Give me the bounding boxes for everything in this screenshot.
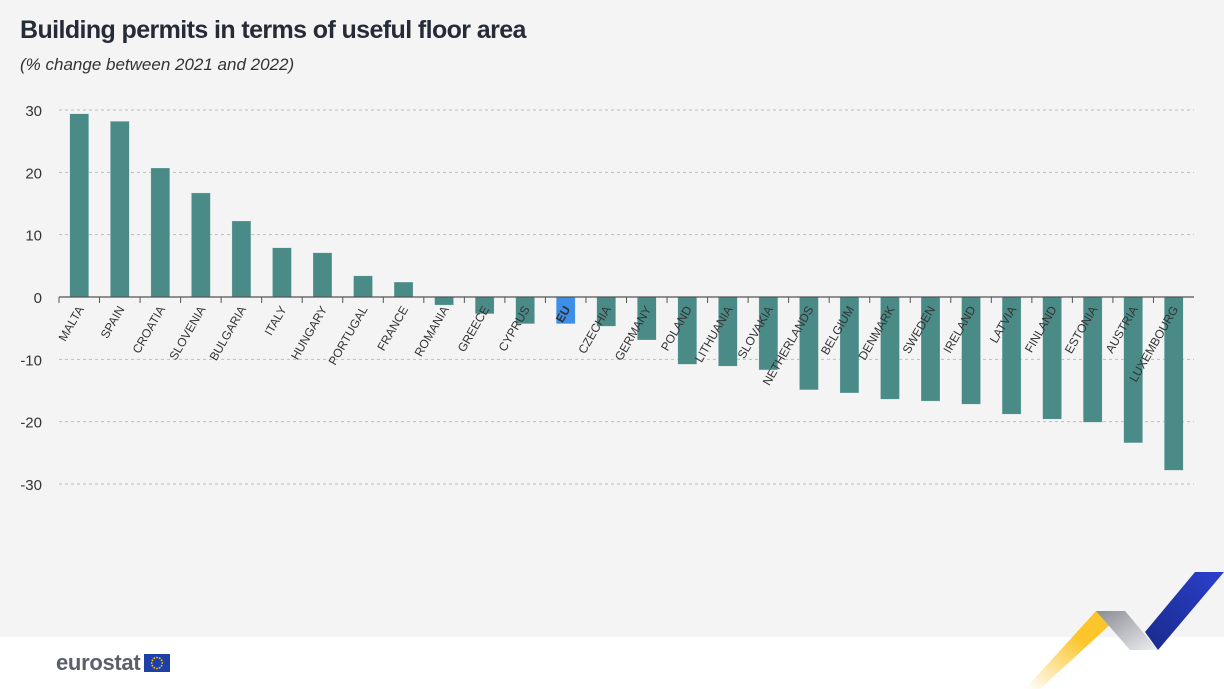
x-tick-label: GREECE — [455, 304, 492, 355]
x-tick-label: SLOVENIA — [166, 304, 208, 363]
y-tick-label: 30 — [25, 103, 42, 120]
bar-hungary — [312, 252, 333, 298]
x-tick-label: ROMANIA — [412, 304, 452, 360]
y-tick-label: -30 — [20, 477, 42, 494]
bar-france — [393, 281, 414, 298]
y-tick-label: -10 — [20, 352, 42, 369]
bar-italy — [272, 247, 292, 298]
bar-spain — [110, 120, 130, 298]
x-tick-label: BULGARIA — [207, 304, 249, 364]
x-tick-label: CZECHIA — [575, 304, 613, 357]
y-tick-label: 10 — [25, 228, 42, 245]
x-tick-label: CYPRUS — [496, 304, 533, 354]
y-tick-label: -20 — [20, 415, 42, 432]
bar-chart: 30 20 10 0 -10 -20 -30 MALTA SPAIN CROATIASLOVENI… — [20, 103, 1194, 494]
x-tick-label: SPAIN — [98, 304, 128, 341]
bar-bulgaria — [231, 220, 252, 298]
eu-flag-icon — [144, 654, 171, 672]
x-tick-label: PORTUGAL — [326, 303, 371, 367]
logo-text: eurostat — [56, 650, 141, 675]
y-tick-label: 0 — [34, 290, 42, 307]
chart-subtitle: (% change between 2021 and 2022) — [20, 55, 295, 74]
decorative-ribbon — [1025, 572, 1224, 689]
x-tick-label: HUNGARY — [288, 304, 330, 363]
x-tick-label: MALTA — [56, 304, 87, 344]
x-tick-label: CROATIA — [130, 304, 168, 356]
bar-portugal — [353, 275, 373, 298]
eurostat-logo: eurostat — [56, 650, 171, 676]
x-tick-label: FRANCE — [374, 304, 411, 354]
x-tick-label: ITALY — [262, 304, 290, 338]
bar-malta — [69, 113, 90, 298]
bar-slovenia — [191, 192, 211, 298]
bar-romania — [434, 296, 454, 306]
y-tick-label: 20 — [25, 165, 42, 182]
bar-croatia — [150, 167, 171, 298]
chart-title: Building permits in terms of useful floo… — [20, 16, 526, 44]
